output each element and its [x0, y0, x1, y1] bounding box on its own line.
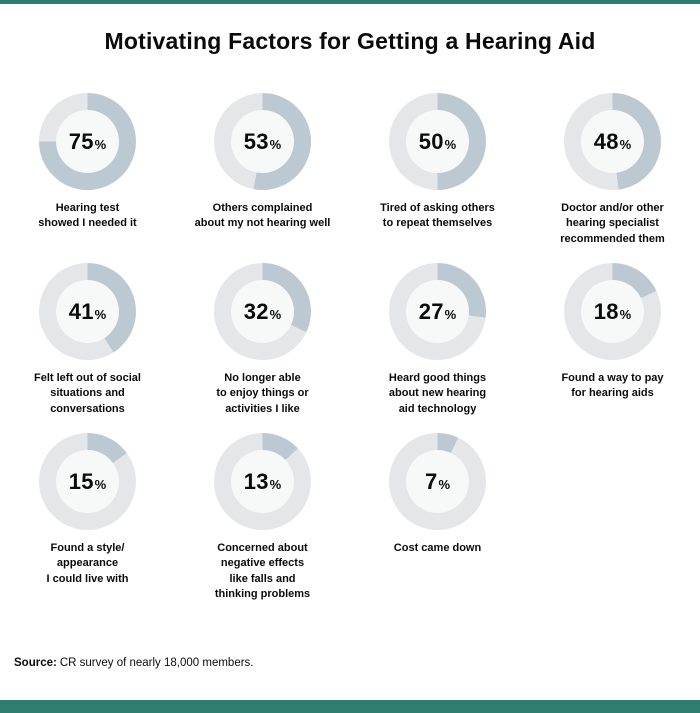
donut-ring: 13%: [214, 433, 311, 530]
donut-ring: 75%: [39, 93, 136, 190]
bottom-accent-bar: [0, 700, 700, 713]
donut-ring: 32%: [214, 263, 311, 360]
donut-label: Hearing test showed I needed it: [38, 202, 137, 230]
donut-label: Doctor and/or other hearing specialist rec…: [560, 202, 665, 245]
donut-value: 7%: [406, 450, 469, 513]
donut-value: 15%: [56, 450, 119, 513]
donut-cell: 7% Cost came down: [350, 433, 525, 581]
donut-cell: 50% Tired of asking others to repeat thems…: [350, 93, 525, 241]
chart-title: Motivating Factors for Getting a Hearing…: [104, 28, 596, 54]
donut-ring: 50%: [389, 93, 486, 190]
donut-cell: 53% Others complained about my not hearing…: [175, 93, 350, 241]
donut-ring: 41%: [39, 263, 136, 360]
source-label: Source:: [14, 657, 57, 669]
donut-grid: 75% Hearing test showed I needed it 53% Othe…: [0, 93, 700, 600]
donut-ring: 27%: [389, 263, 486, 360]
donut-cell: 41% Felt left out of social situations and…: [0, 263, 175, 415]
donut-ring: 48%: [564, 93, 661, 190]
donut-value: 53%: [231, 110, 294, 173]
donut-value: 48%: [581, 110, 644, 173]
donut-label: No longer able to enjoy things or activiti…: [216, 372, 309, 415]
source-note: Source: CR survey of nearly 18,000 member…: [14, 657, 254, 669]
donut-label: Found a way to pay for hearing aids: [561, 372, 664, 400]
donut-cell: 13% Concerned about negative effects like f…: [175, 433, 350, 600]
donut-cell: 15% Found a style/appearance I could live …: [0, 433, 175, 585]
donut-value: 50%: [406, 110, 469, 173]
donut-value: 41%: [56, 280, 119, 343]
donut-value: 13%: [231, 450, 294, 513]
donut-cell: 48% Doctor and/or other hearing specialist…: [525, 93, 700, 245]
donut-label: Others complained about my not hearing we…: [194, 202, 331, 230]
donut-cell: 27% Heard good things about new hearing aid…: [350, 263, 525, 415]
donut-cell: 18% Found a way to pay for hearing aids: [525, 263, 700, 411]
donut-cell: 75% Hearing test showed I needed it: [0, 93, 175, 241]
source-text: CR survey of nearly 18,000 members.: [59, 657, 254, 669]
donut-label: Found a style/appearance I could live wit…: [46, 542, 129, 585]
donut-label: Cost came down: [393, 542, 482, 554]
donut-ring: 18%: [564, 263, 661, 360]
top-accent-bar: [0, 0, 700, 4]
donut-ring: 15%: [39, 433, 136, 530]
donut-value: 75%: [56, 110, 119, 173]
donut-cell: 32% No longer able to enjoy things or activ…: [175, 263, 350, 415]
donut-value: 18%: [581, 280, 644, 343]
donut-ring: 53%: [214, 93, 311, 190]
donut-label: Heard good things about new hearing aid te…: [388, 372, 487, 415]
donut-value: 27%: [406, 280, 469, 343]
donut-label: Tired of asking others to repeat themselv…: [380, 202, 495, 230]
donut-ring: 7%: [389, 433, 486, 530]
donut-value: 32%: [231, 280, 294, 343]
donut-label: Felt left out of social situations and con…: [34, 372, 141, 415]
donut-label: Concerned about negative effects like fall…: [214, 542, 311, 601]
